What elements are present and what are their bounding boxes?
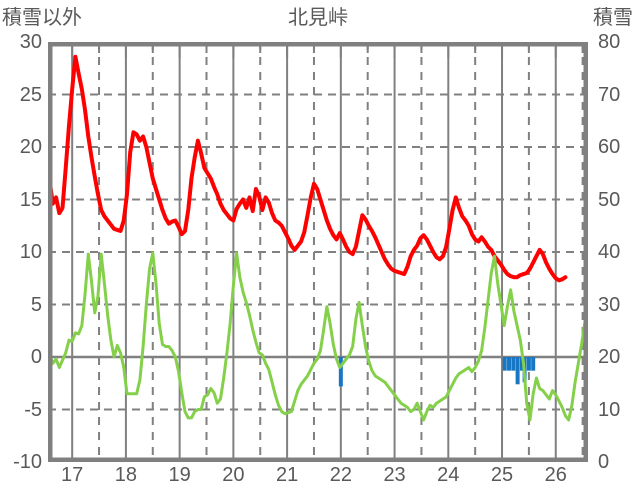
left-axis-ticks: 30 25 20 15 10 5 0 -5 -10 (0, 0, 42, 501)
left-tick-label: 20 (19, 136, 42, 158)
left-tick-label: 30 (19, 31, 42, 53)
chart-svg (48, 42, 588, 462)
left-tick-label: 25 (19, 83, 42, 106)
right-tick-label: 60 (598, 136, 621, 158)
left-tick-label: 0 (30, 346, 42, 368)
right-tick-label: 0 (598, 451, 610, 473)
right-tick-label: 70 (598, 83, 621, 106)
right-tick-label: 20 (598, 346, 621, 368)
right-tick-label: 30 (598, 293, 621, 316)
x-axis-ticks: 17 18 19 20 21 22 23 24 25 26 (48, 464, 588, 498)
x-tick-label: 24 (437, 464, 460, 486)
left-tick-label: 15 (19, 188, 42, 211)
series-line (48, 251, 587, 422)
chart-title: 北見峠 (288, 7, 348, 29)
plot-area (48, 42, 588, 462)
right-tick-label: 10 (598, 398, 621, 421)
x-tick-label: 19 (168, 464, 191, 486)
left-axis-title: 積雪以外 (2, 7, 82, 29)
x-tick-label: 17 (61, 464, 84, 486)
plot-frame (48, 42, 588, 462)
right-axis-ticks: 80 70 60 50 40 30 20 10 0 (594, 0, 636, 501)
right-tick-label: 80 (598, 31, 621, 53)
series-line (48, 54, 568, 283)
left-tick-label: 10 (19, 241, 42, 263)
left-tick-label: 5 (30, 293, 42, 316)
x-tick-label: 22 (329, 464, 352, 486)
x-tick-label: 26 (544, 464, 567, 486)
left-tick-label: -5 (24, 398, 42, 421)
x-tick-label: 23 (383, 464, 406, 486)
right-tick-label: 40 (598, 241, 621, 263)
left-tick-label: -10 (13, 451, 42, 473)
x-tick-label: 18 (114, 464, 138, 486)
x-tick-label: 20 (222, 464, 245, 486)
x-tick-label: 21 (275, 464, 299, 486)
right-axis-title: 積雪 (593, 7, 633, 29)
right-tick-label: 50 (598, 188, 621, 211)
x-tick-label: 25 (490, 464, 514, 486)
